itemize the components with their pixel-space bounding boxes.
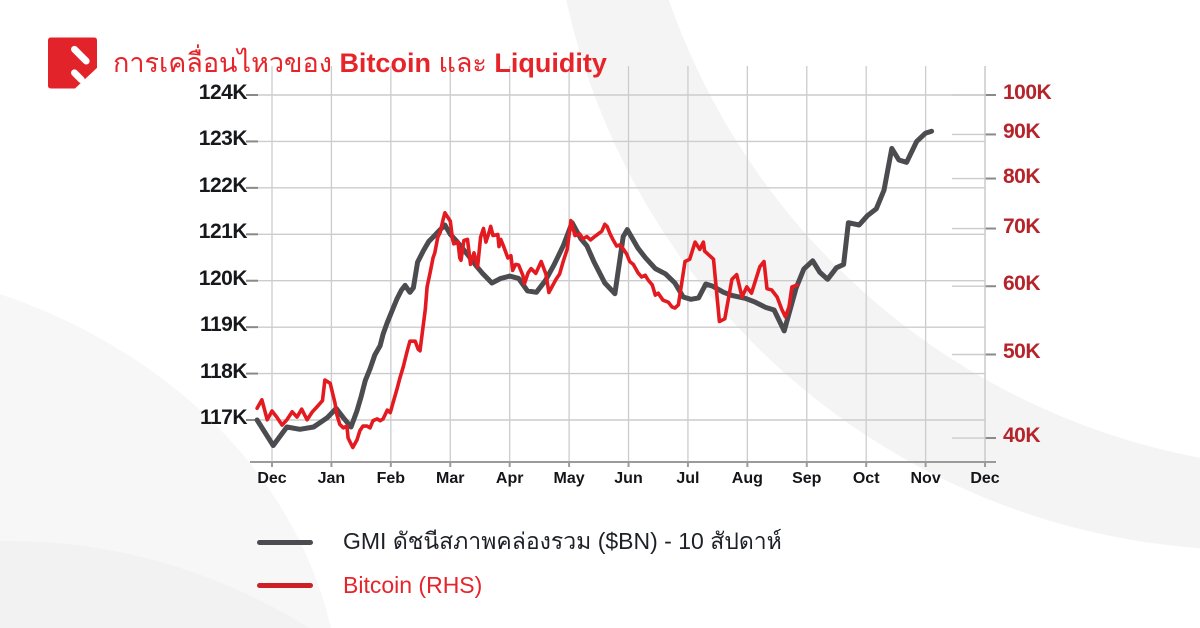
gmi-legend-label: GMI ดัชนีสภาพคล่องรวม ($BN) - 10 สัปดาห์ [343, 528, 782, 554]
legend-item-bitcoin: Bitcoin (RHS) [257, 572, 482, 599]
x-axis-month-label: Sep [792, 470, 822, 487]
y-axis-right-label: 80K [1003, 164, 1041, 188]
x-axis-month-label: Aug [731, 470, 763, 487]
x-axis-month-label: Oct [852, 470, 880, 487]
page-title: การเคลื่อนไหวของ Bitcoin และ Liquidity [113, 37, 607, 89]
y-axis-left-label: 122K [198, 173, 248, 197]
gmi-line-swatch [257, 539, 313, 545]
x-axis-month-label: Mar [436, 470, 465, 487]
title-liquidity: Liquidity [494, 48, 607, 78]
x-axis-month-label: Jul [676, 470, 700, 487]
bitcoin-line [255, 211, 800, 450]
bitcoin-line-swatch [257, 583, 313, 588]
x-axis-month-label: Jun [614, 470, 643, 487]
y-axis-left-label: 123K [198, 127, 248, 151]
bitcoin-legend-label: Bitcoin (RHS) [343, 572, 483, 598]
x-axis-month-label: Dec [257, 470, 287, 487]
y-axis-left-label: 120K [198, 266, 248, 290]
y-axis-right-label: 100K [1003, 81, 1052, 104]
title-text-2: และ [438, 48, 487, 78]
header: การเคลื่อนไหวของ Bitcoin และ Liquidity [48, 37, 607, 89]
x-axis-month-label: May [553, 470, 585, 487]
y-axis-right-label: 60K [1003, 272, 1041, 296]
y-axis-left-label: 121K [198, 220, 248, 244]
y-axis-right-label: 40K [1003, 424, 1041, 448]
x-axis-month-label: Nov [910, 470, 941, 487]
x-axis-month-label: Feb [376, 470, 406, 487]
y-axis-right-label: 70K [1003, 214, 1041, 238]
title-bitcoin: Bitcoin [339, 48, 431, 78]
y-axis-left-label: 118K [199, 359, 248, 383]
x-axis-month-label: Jan [317, 470, 346, 487]
y-axis-right-label: 50K [1003, 340, 1041, 364]
brand-logo-icon [48, 37, 97, 89]
y-axis-left-label: 124K [198, 81, 248, 104]
legend-item-gmi: GMI ดัชนีสภาพคล่องรวม ($BN) - 10 สัปดาห์ [257, 524, 782, 560]
y-axis-left-label: 117K [199, 406, 248, 429]
x-axis-month-label: Apr [495, 470, 524, 487]
x-axis-month-label: Dec [970, 470, 1000, 487]
gmi-liquidity-line [254, 128, 935, 448]
title-text-1: การเคลื่อนไหวของ [113, 48, 332, 78]
y-axis-right-label: 90K [1003, 120, 1041, 144]
y-axis-left-label: 119K [199, 313, 248, 337]
